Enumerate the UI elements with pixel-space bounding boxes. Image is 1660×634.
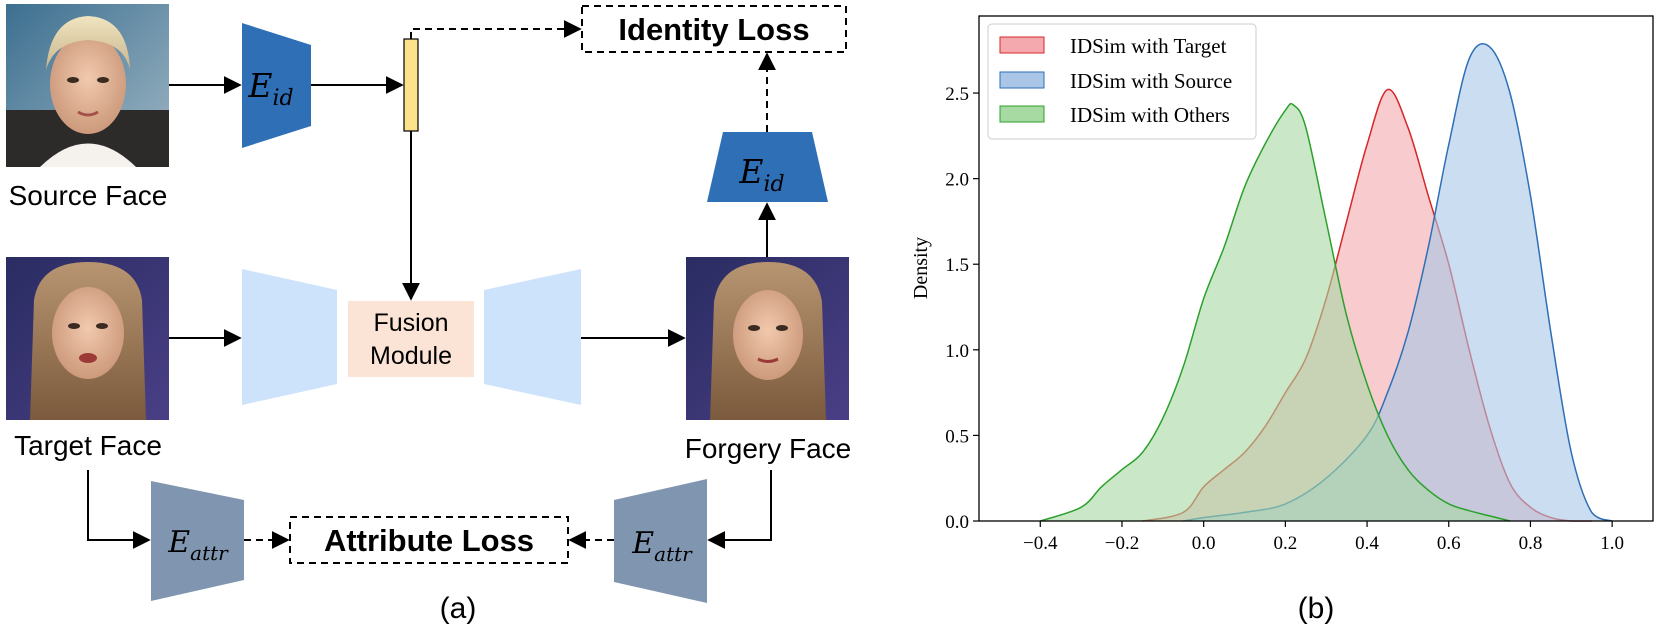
legend: IDSim with Target IDSim with Source IDSi… [987,23,1257,140]
x-tick-label: 0.6 [1437,533,1461,554]
attribute-encoder-right-shape [614,479,707,603]
arrows [87,20,776,549]
identity-encoder-shape [242,23,311,148]
identity-encoder-right-shape [707,132,828,202]
legend-label-source: IDSim with Source [1070,69,1232,93]
legend-swatch-others [999,105,1045,123]
arrow-vector-to-identity-loss [410,20,582,39]
attribute-encoder-left-symbol: Eattr [167,525,229,565]
target-face-label: Target Face [14,430,162,461]
y-tick-label: 1.0 [945,341,969,362]
identity-loss-box [581,5,847,53]
legend-swatch-source [999,71,1045,89]
panel-a: Source Face Target Face Forgery Face Eid… [6,4,851,625]
caption-b: (b) [1298,592,1335,625]
attribute-encoder-right: Eattr [614,479,707,603]
y-axis-label: Density [910,237,932,299]
source-face-image [6,4,169,167]
identity-vector [403,38,419,132]
caption-a: (a) [440,592,477,625]
y-tick-label: 0.0 [945,512,969,533]
identity-encoder-right-symbol: Eid [738,152,784,197]
attribute-loss-box [289,516,569,564]
attribute-encoder-left: Eattr [151,481,244,601]
plot-frame [978,15,1654,522]
fusion-module-line1: Fusion [373,309,448,337]
density-line-others [1040,102,1511,522]
y-tick-label: 2.5 [945,84,969,105]
y-tick-label: 1.5 [945,255,969,276]
generator-encoder [242,269,337,405]
y-tick-label: 2.0 [945,170,969,191]
x-tick-label: 1.0 [1600,533,1624,554]
x-tick-label: −0.2 [1105,533,1139,554]
density-area-others [1040,103,1510,521]
arrow-target-to-attr-encoder [87,470,151,549]
attribute-encoder-left-shape [151,481,244,601]
generator-decoder [484,269,581,405]
attribute-loss-label: Attribute Loss [324,523,534,558]
legend-frame [987,23,1257,140]
fusion-module-line2: Module [370,342,452,370]
x-tick-label: −0.4 [1023,533,1058,554]
identity-encoder-right: Eid [707,132,828,202]
attribute-encoder-right-symbol: Eattr [631,526,693,566]
identity-loss-label: Identity Loss [618,12,809,47]
forgery-face-label: Forgery Face [685,433,852,464]
legend-label-others: IDSim with Others [1070,103,1230,127]
density-series [1040,43,1613,522]
arrow-forgery-to-attr-encoder [707,470,772,549]
x-tick-label: 0.0 [1192,533,1216,554]
target-face-image [6,257,169,420]
x-tick-label: 0.8 [1519,533,1543,554]
legend-label-target: IDSim with Target [1070,34,1227,58]
panel-b: −0.4 −0.2 0.0 0.2 0.4 0.6 0.8 1.0 0.0 0.5 1.0 1.5 2.… [910,15,1654,625]
y-tick-label: 0.5 [945,426,969,447]
identity-encoder-top: Eid [242,23,311,148]
x-tick-label: 0.2 [1273,533,1297,554]
source-face-label: Source Face [9,180,168,211]
density-area-source [1183,43,1613,521]
identity-encoder-symbol: Eid [247,66,293,111]
legend-swatch-target [999,36,1045,54]
forgery-face-image [686,257,849,420]
chart-axes: −0.4 −0.2 0.0 0.2 0.4 0.6 0.8 1.0 0.0 0.5 1.0 1.5 2.… [945,84,1624,554]
x-tick-label: 0.4 [1355,533,1379,554]
fusion-module [348,301,474,377]
